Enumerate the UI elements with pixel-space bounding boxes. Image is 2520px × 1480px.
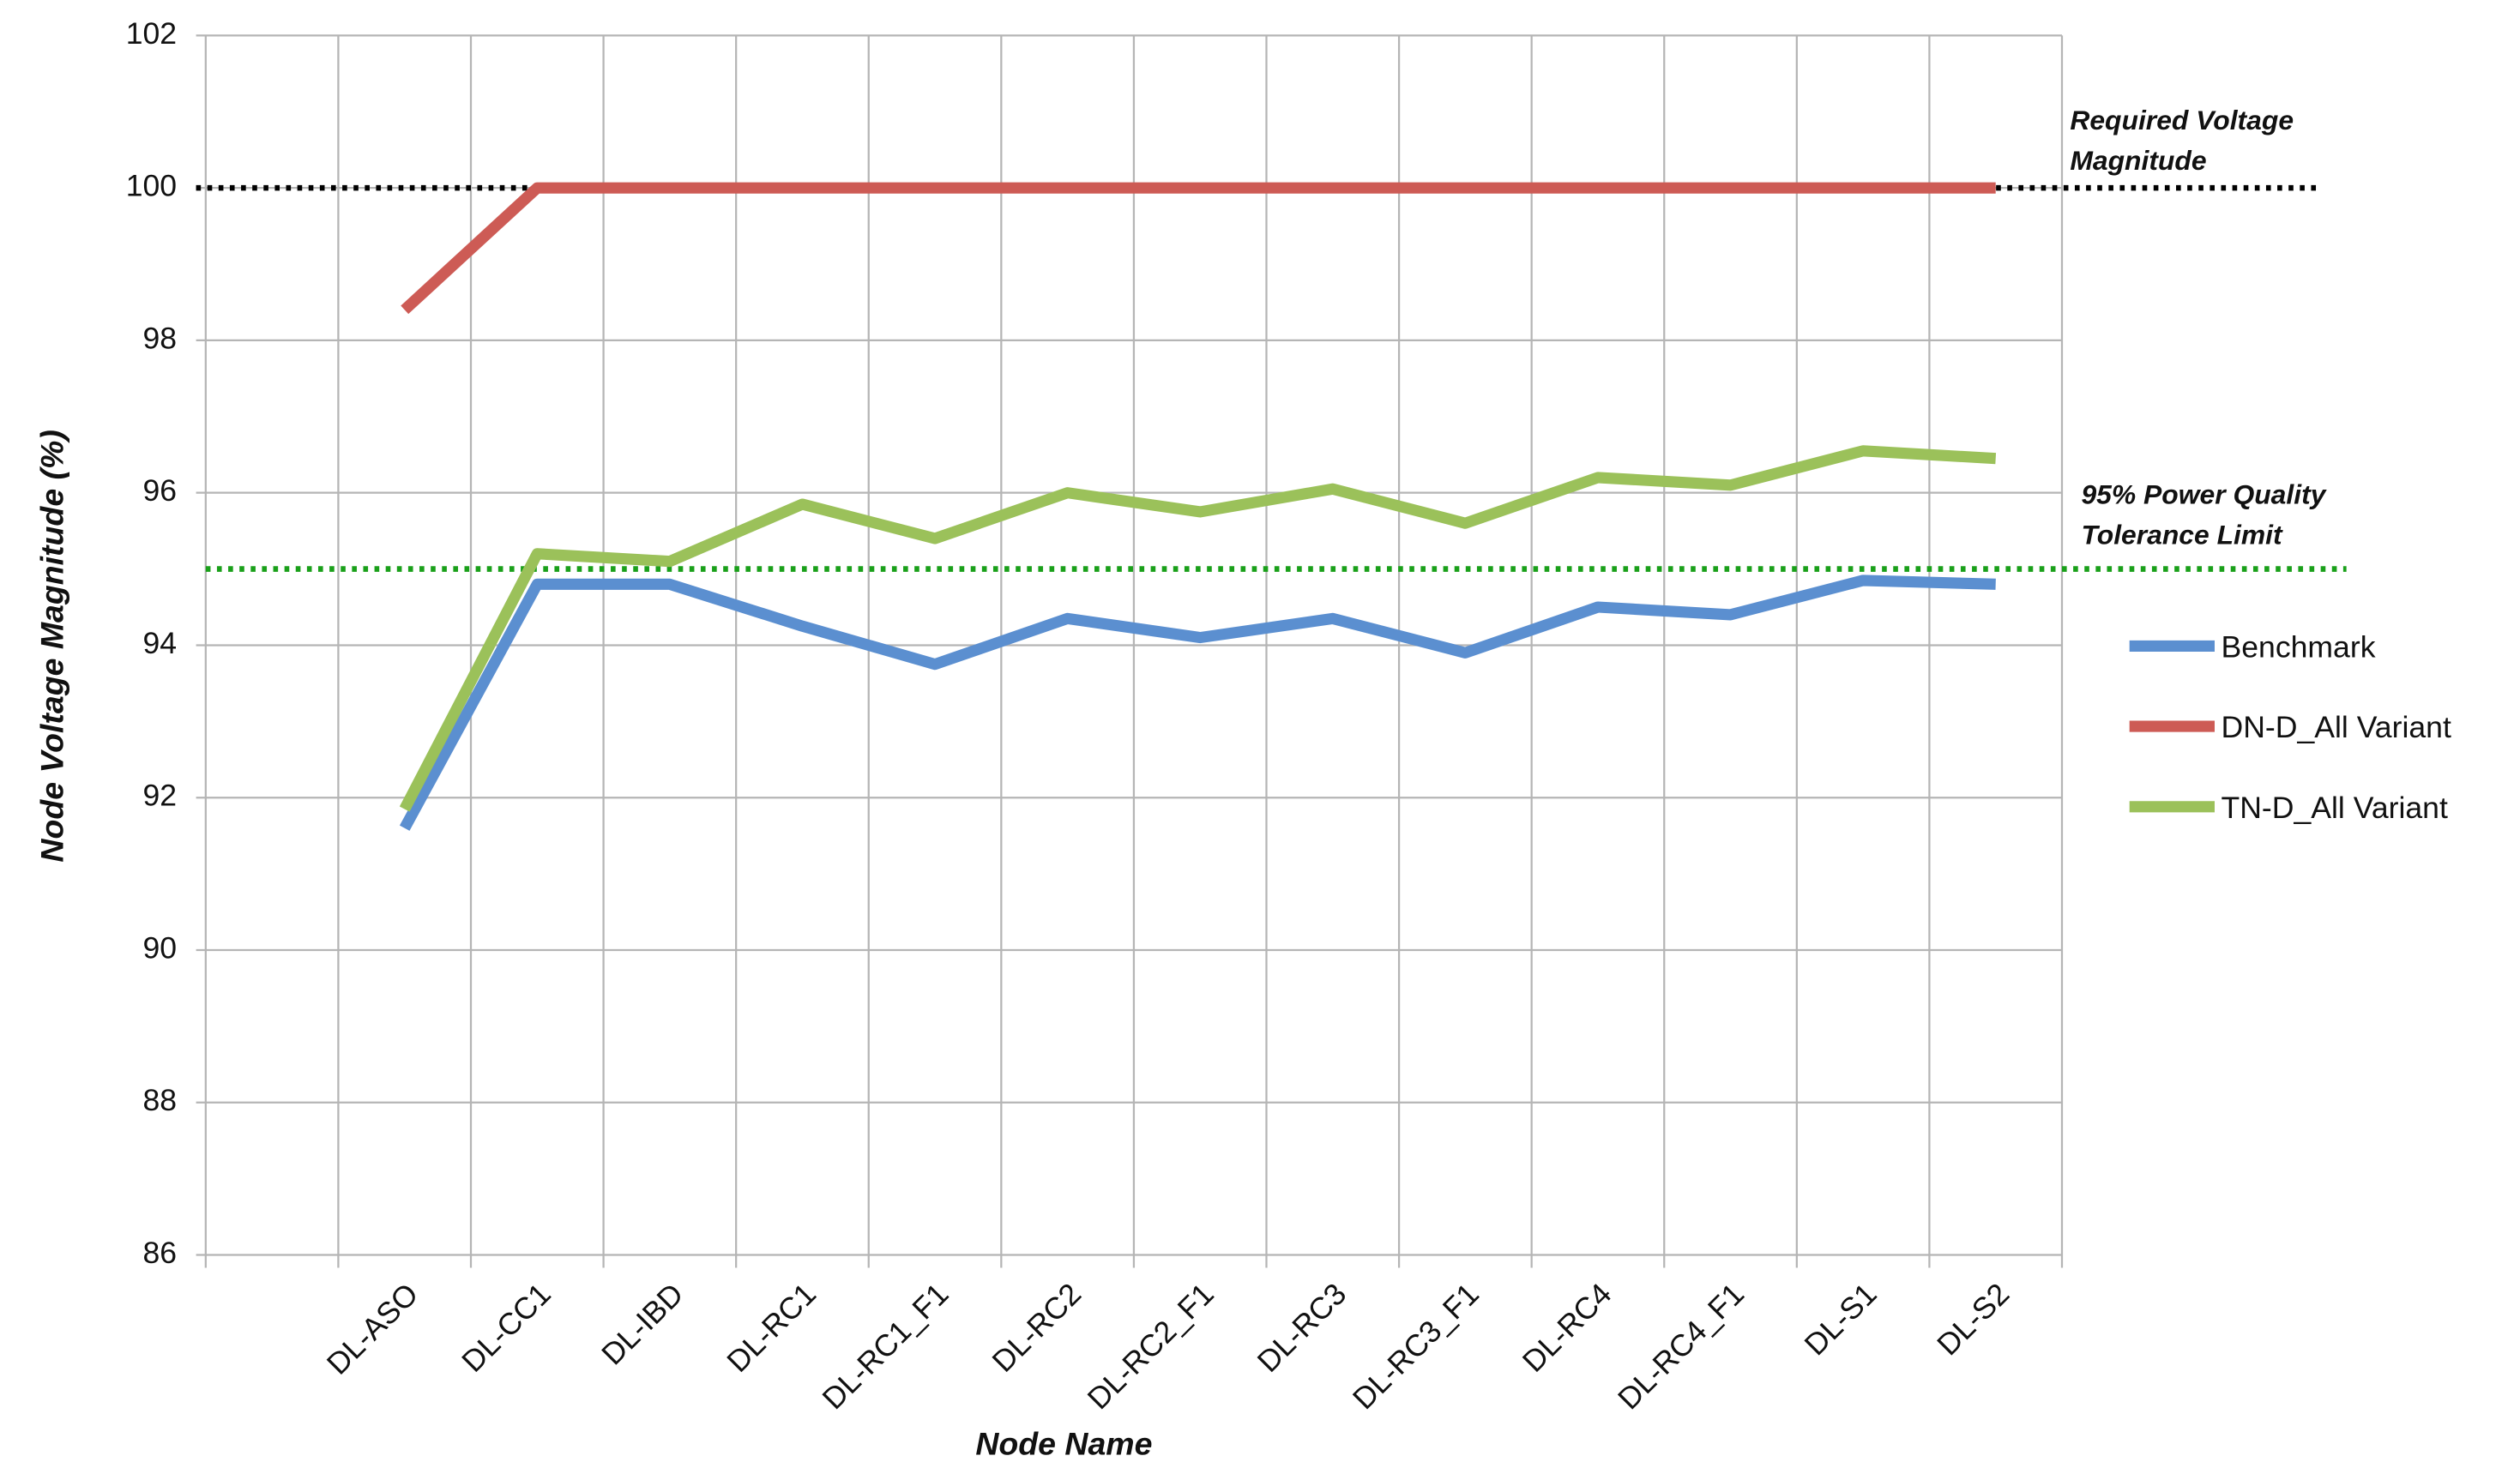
x-tick-label: DL-S1 xyxy=(1798,1277,1884,1363)
reference-label: Magnitude xyxy=(2070,145,2206,176)
x-tick-label: DL-RC4 xyxy=(1516,1277,1618,1379)
x-tick-label: DL-RC2_F1 xyxy=(1081,1277,1221,1417)
series-line xyxy=(399,575,1996,831)
y-axis-title: Node Voltage Magnitude (%) xyxy=(34,430,70,862)
legend-label: TN-D_All Variant xyxy=(2221,791,2447,825)
series-line xyxy=(399,445,1997,812)
x-tick-label: DL-RC3 xyxy=(1251,1277,1353,1379)
y-tick-label: 96 xyxy=(143,473,178,508)
y-tick-label: 102 xyxy=(126,16,177,51)
legend-label: Benchmark xyxy=(2221,630,2375,665)
x-tick-label: DL-RC4_F1 xyxy=(1612,1277,1751,1417)
y-tick-label: 90 xyxy=(143,930,178,965)
y-tick-label: 98 xyxy=(143,321,178,355)
x-tick-label: DL-RC3_F1 xyxy=(1346,1277,1486,1417)
x-tick-label: DL-RC2 xyxy=(986,1277,1088,1379)
series-line xyxy=(401,182,1996,315)
y-tick-label: 88 xyxy=(143,1083,178,1117)
y-tick-label: 94 xyxy=(143,626,178,660)
y-tick-label: 86 xyxy=(143,1236,178,1270)
reference-label: 95% Power Quality xyxy=(2081,479,2327,510)
x-tick-label: DL-RC1 xyxy=(720,1277,823,1379)
legend-label: DN-D_All Variant xyxy=(2221,710,2451,744)
reference-label: Required Voltage xyxy=(2070,105,2294,135)
x-tick-label: DL-IBD xyxy=(595,1277,690,1372)
x-tick-label: DL-CC1 xyxy=(455,1277,558,1379)
x-tick-label: DL-RC1_F1 xyxy=(816,1277,956,1417)
x-tick-label: DL-S2 xyxy=(1931,1277,2017,1363)
y-tick-label: 100 xyxy=(126,169,177,203)
x-tick-label: DL-ASO xyxy=(320,1277,425,1381)
y-tick-label: 92 xyxy=(143,779,178,813)
reference-label: Tolerance Limit xyxy=(2081,519,2283,550)
x-axis-title: Node Name xyxy=(975,1425,1152,1461)
